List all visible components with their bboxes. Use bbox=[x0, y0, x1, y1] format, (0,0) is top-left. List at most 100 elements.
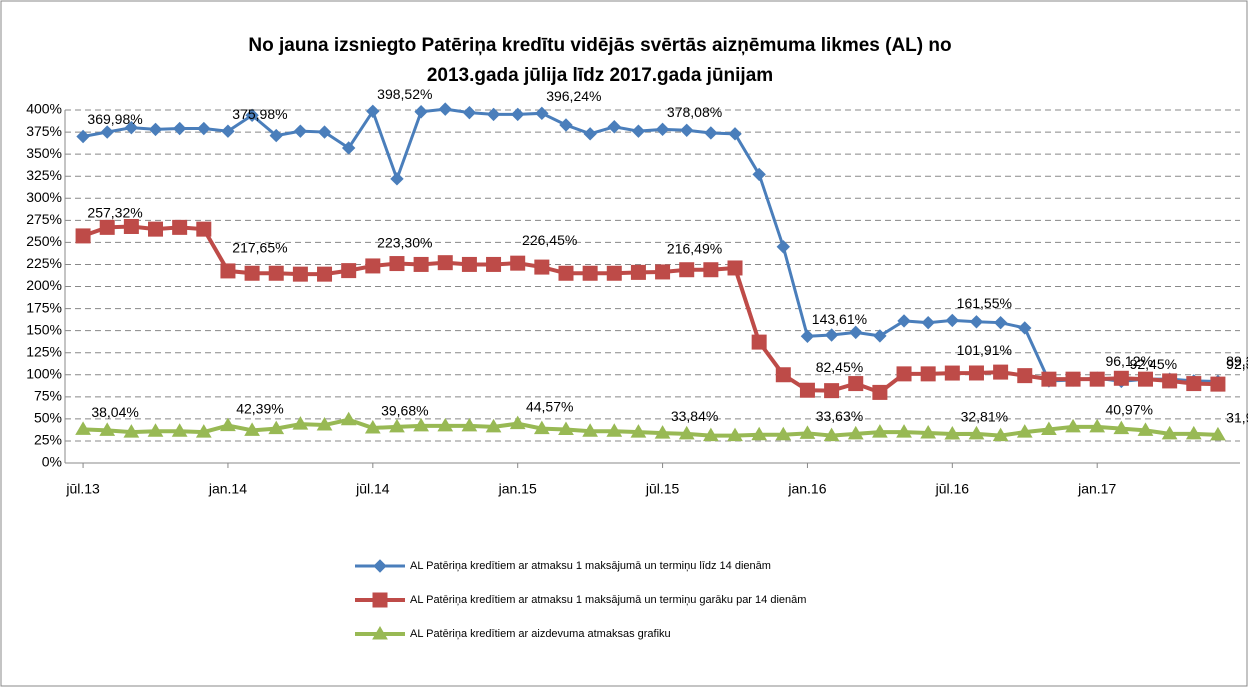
data-point bbox=[1041, 421, 1057, 435]
data-point bbox=[366, 104, 380, 119]
data-point bbox=[389, 256, 405, 272]
data-point bbox=[921, 315, 935, 330]
data-point bbox=[702, 427, 719, 442]
data-point bbox=[727, 260, 743, 276]
data-point bbox=[897, 314, 911, 328]
data-point bbox=[172, 121, 187, 136]
data-point bbox=[896, 424, 912, 438]
legend-label: AL Patēriņa kredītiem ar atmaksu 1 maksā… bbox=[410, 594, 806, 606]
data-label: 101,91% bbox=[957, 342, 1012, 358]
data-point bbox=[317, 125, 332, 139]
data-point bbox=[849, 325, 863, 340]
data-point bbox=[533, 420, 550, 435]
data-point bbox=[992, 427, 1009, 442]
data-point bbox=[509, 415, 526, 430]
data-point bbox=[414, 105, 428, 119]
data-point bbox=[703, 262, 719, 278]
y-tick-label: 125% bbox=[26, 343, 62, 359]
data-point bbox=[341, 141, 356, 155]
data-point bbox=[413, 256, 429, 272]
data-point bbox=[1065, 418, 1081, 433]
data-point bbox=[244, 422, 260, 436]
data-point bbox=[100, 125, 114, 139]
y-tick-label: 200% bbox=[26, 277, 62, 293]
data-point bbox=[920, 366, 936, 382]
data-label: 40,97% bbox=[1105, 402, 1152, 418]
data-point bbox=[607, 120, 621, 134]
data-point bbox=[583, 127, 597, 141]
data-point bbox=[559, 118, 573, 132]
data-point bbox=[341, 263, 357, 279]
data-label: 42,39% bbox=[236, 400, 283, 416]
data-point bbox=[486, 256, 502, 272]
y-tick-label: 325% bbox=[26, 167, 62, 183]
data-point bbox=[1065, 371, 1081, 387]
legend-label: AL Patēriņa kredītiem ar aizdevuma atmak… bbox=[410, 628, 671, 640]
data-point bbox=[944, 426, 961, 440]
legend-marker bbox=[372, 592, 388, 608]
data-point bbox=[123, 424, 140, 438]
y-tick-label: 300% bbox=[26, 189, 62, 205]
data-point bbox=[123, 218, 139, 234]
data-point bbox=[823, 427, 840, 442]
data-label: 161,55% bbox=[957, 295, 1012, 311]
data-point bbox=[654, 425, 671, 439]
data-point bbox=[824, 383, 840, 399]
data-point bbox=[437, 417, 454, 432]
data-point bbox=[799, 425, 816, 439]
data-point bbox=[582, 265, 598, 281]
data-label: 33,63% bbox=[816, 408, 863, 424]
x-tick-label: jūl.15 bbox=[645, 481, 680, 497]
data-point bbox=[775, 426, 792, 441]
data-label: 398,52% bbox=[377, 86, 432, 102]
data-point bbox=[462, 105, 477, 120]
legend-marker bbox=[372, 626, 388, 640]
data-point bbox=[437, 255, 453, 271]
data-point bbox=[630, 424, 647, 438]
data-point bbox=[438, 102, 452, 116]
data-point bbox=[413, 417, 429, 432]
data-point bbox=[99, 422, 116, 436]
data-point bbox=[245, 108, 259, 123]
data-label: 226,45% bbox=[522, 232, 577, 248]
data-point bbox=[969, 315, 984, 329]
y-tick-label: 250% bbox=[26, 233, 62, 249]
data-point bbox=[751, 426, 768, 441]
data-point bbox=[510, 255, 526, 271]
data-point bbox=[316, 417, 333, 431]
data-point bbox=[1210, 376, 1226, 392]
data-point bbox=[268, 420, 285, 435]
data-point bbox=[873, 329, 887, 343]
data-point bbox=[655, 122, 670, 137]
y-tick-label: 400% bbox=[26, 101, 62, 117]
data-point bbox=[220, 263, 236, 279]
data-label: 92,35% bbox=[1226, 356, 1248, 372]
y-tick-label: 275% bbox=[26, 211, 62, 227]
y-tick-label: 225% bbox=[26, 255, 62, 271]
data-point bbox=[728, 127, 742, 141]
data-label: 32,81% bbox=[961, 409, 1008, 425]
data-point bbox=[847, 425, 864, 440]
series-line bbox=[82, 107, 1218, 384]
data-point bbox=[1016, 424, 1033, 438]
data-point bbox=[655, 264, 671, 280]
data-point bbox=[220, 417, 236, 432]
data-point bbox=[292, 266, 308, 282]
data-point bbox=[99, 219, 115, 235]
data-point bbox=[195, 424, 212, 438]
legend-label: AL Patēriņa kredītiem ar atmaksu 1 maksā… bbox=[410, 560, 771, 572]
data-point bbox=[606, 265, 622, 281]
data-label: 38,04% bbox=[91, 404, 138, 420]
data-point bbox=[1210, 426, 1226, 441]
data-point bbox=[1185, 425, 1202, 440]
data-point bbox=[944, 365, 960, 381]
data-point bbox=[824, 328, 839, 342]
data-label: 44,57% bbox=[526, 398, 573, 414]
data-point bbox=[389, 418, 405, 433]
data-point bbox=[292, 416, 309, 430]
data-point bbox=[920, 425, 937, 439]
data-point bbox=[1162, 373, 1178, 389]
data-point bbox=[752, 167, 766, 182]
y-tick-label: 175% bbox=[26, 299, 62, 315]
